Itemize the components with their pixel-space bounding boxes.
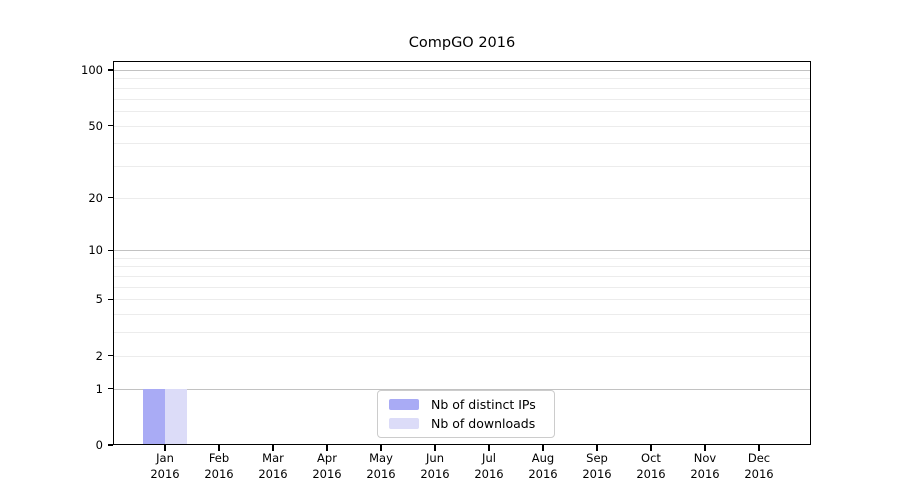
y-axis-tick-label: 5: [95, 292, 103, 307]
x-axis-tick-label: Nov 2016: [677, 451, 733, 482]
x-axis-tick: [488, 445, 490, 451]
legend-label-distinct-ips: Nb of distinct IPs: [431, 397, 536, 412]
y-axis-tick: [107, 388, 113, 390]
x-axis-tick-label: May 2016: [353, 451, 409, 482]
minor-gridline: [114, 197, 810, 199]
y-axis-tick-label: 2: [95, 348, 103, 363]
x-label-year: 2016: [366, 466, 396, 481]
x-axis-tick-label: Aug 2016: [515, 451, 571, 482]
x-label-year: 2016: [258, 466, 288, 481]
x-label-year: 2016: [312, 466, 342, 481]
y-axis-tick: [107, 197, 113, 199]
minor-gridline: [114, 332, 810, 334]
x-axis-tick: [272, 445, 274, 451]
y-axis-tick: [107, 124, 113, 127]
x-axis-tick-label: Sep 2016: [569, 451, 625, 482]
minor-gridline: [114, 266, 810, 268]
minor-gridline: [114, 87, 810, 89]
x-label-year: 2016: [150, 466, 180, 481]
x-axis-tick: [650, 445, 652, 451]
major-gridline: [114, 70, 810, 71]
legend: Nb of distinct IPs Nb of downloads: [377, 390, 555, 438]
x-axis-tick-label: Jun 2016: [407, 451, 463, 482]
x-label-year: 2016: [636, 466, 666, 481]
x-label-year: 2016: [204, 466, 234, 481]
minor-gridline: [114, 78, 810, 80]
major-gridline: [114, 388, 810, 390]
minor-gridline: [114, 165, 810, 167]
x-label-month: Nov: [693, 451, 717, 465]
x-label-year: 2016: [690, 466, 720, 481]
x-label-month: Mar: [262, 451, 284, 465]
legend-swatch-distinct-ips: [389, 399, 419, 410]
x-axis-tick: [218, 445, 220, 451]
minor-gridline: [114, 355, 810, 357]
major-gridline: [114, 250, 810, 252]
x-axis-tick-label: Apr 2016: [299, 451, 355, 482]
x-axis-tick: [164, 445, 166, 451]
x-axis-tick: [704, 445, 706, 451]
x-label-month: Jan: [156, 451, 174, 465]
x-label-month: Aug: [531, 451, 555, 465]
x-label-year: 2016: [474, 466, 504, 481]
x-label-year: 2016: [528, 466, 558, 481]
y-axis-tick: [107, 298, 113, 300]
y-axis-tick-label: 20: [88, 190, 103, 205]
x-label-year: 2016: [744, 466, 774, 481]
x-label-month: Sep: [586, 451, 608, 465]
minor-gridline: [114, 314, 810, 316]
bar-distinct-ips: [143, 388, 165, 445]
minor-gridline: [114, 257, 810, 259]
minor-gridline: [114, 286, 810, 288]
chart-title: CompGO 2016: [408, 35, 516, 51]
x-label-year: 2016: [420, 466, 450, 481]
x-axis-tick-label: Jul 2016: [461, 451, 517, 482]
x-axis-tick: [380, 445, 382, 451]
x-axis-tick-label: Dec 2016: [731, 451, 787, 482]
minor-gridline: [114, 125, 810, 127]
x-axis-tick-label: Feb 2016: [191, 451, 247, 482]
x-axis-tick-label: Jan 2016: [137, 451, 193, 482]
y-axis-tick: [107, 69, 113, 71]
plot-area-frame: [113, 61, 811, 445]
legend-label-downloads: Nb of downloads: [431, 416, 536, 431]
minor-gridline: [114, 276, 810, 278]
y-axis-tick-label: 1: [95, 381, 103, 396]
legend-item-downloads: Nb of downloads: [389, 416, 554, 432]
y-axis-tick-label: 50: [88, 118, 103, 133]
x-axis-tick: [758, 445, 760, 451]
x-axis-tick-label: Oct 2016: [623, 451, 679, 482]
x-label-month: May: [369, 451, 393, 465]
x-axis-tick: [542, 445, 544, 451]
x-axis-tick: [434, 445, 436, 451]
x-axis-tick: [326, 445, 328, 451]
x-label-month: Oct: [641, 451, 661, 465]
y-axis-tick-label: 100: [81, 63, 103, 77]
minor-gridline: [114, 98, 810, 100]
minor-gridline: [114, 110, 810, 112]
x-label-month: Feb: [208, 451, 230, 465]
bar-downloads: [165, 388, 187, 445]
x-label-year: 2016: [582, 466, 612, 481]
x-axis-tick-label: Mar 2016: [245, 451, 301, 482]
x-axis-tick: [596, 445, 598, 451]
minor-gridline: [114, 299, 810, 301]
x-label-month: Apr: [317, 451, 337, 465]
x-label-month: Dec: [747, 451, 771, 465]
legend-item-distinct-ips: Nb of distinct IPs: [389, 397, 554, 413]
minor-gridline: [114, 143, 810, 145]
y-axis-tick: [107, 355, 113, 357]
y-axis-tick-label: 0: [95, 438, 103, 452]
y-axis-tick-label: 10: [88, 243, 103, 258]
x-label-month: Jul: [482, 451, 496, 465]
x-label-month: Jun: [426, 451, 444, 465]
legend-swatch-downloads: [389, 418, 419, 429]
y-axis-tick: [107, 249, 113, 251]
y-axis-tick: [107, 444, 113, 446]
